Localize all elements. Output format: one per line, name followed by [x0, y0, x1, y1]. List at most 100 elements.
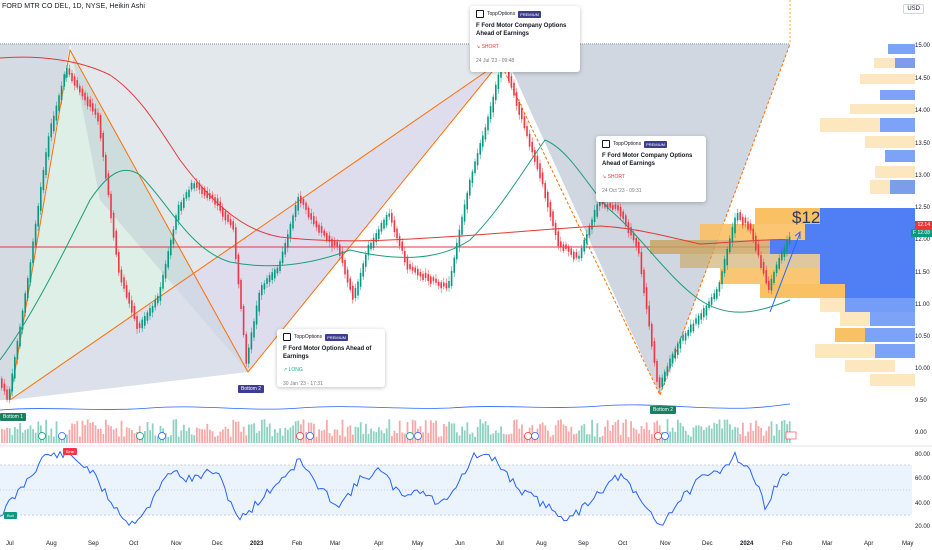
price-axis[interactable]: 15.00 14.50 14.00 13.50 13.00 12.50 12.0…	[915, 43, 931, 436]
volume-bar	[653, 422, 656, 443]
volume-bars	[1, 419, 791, 443]
prev-price-tag: F	[913, 230, 917, 236]
volume-bar	[263, 419, 266, 443]
dividend-marker	[306, 432, 314, 440]
volume-bar	[211, 431, 214, 443]
volume-bar	[362, 433, 365, 443]
volume-bar	[21, 432, 24, 443]
volume-bar	[196, 427, 198, 443]
volume-bar	[692, 427, 695, 443]
event-markers[interactable]	[38, 431, 797, 440]
volume-bar	[651, 434, 653, 443]
volume-bar	[476, 426, 479, 443]
volume-bar	[393, 430, 396, 443]
price-tick: 12.00	[915, 237, 931, 243]
time-tick: Aug	[46, 541, 57, 547]
volume-bar	[430, 420, 432, 443]
volume-bar	[125, 427, 128, 443]
volume-bar	[752, 430, 755, 443]
volume-bar	[11, 434, 14, 443]
earnings-marker	[524, 432, 532, 440]
volume-bar	[185, 431, 188, 443]
volume-bar	[549, 436, 552, 443]
volume-bar	[279, 428, 281, 443]
volume-bar	[666, 419, 669, 443]
volume-bar	[450, 423, 453, 443]
time-tick: Jul	[496, 541, 504, 547]
volume-bar	[573, 434, 575, 443]
volume-bar	[593, 436, 596, 443]
volume-bar	[172, 419, 175, 443]
volume-bar	[76, 421, 79, 443]
volume-bar	[24, 429, 27, 443]
volume-bar	[383, 433, 385, 443]
earnings-marker	[136, 432, 144, 440]
volume-bar	[508, 434, 510, 443]
volume-bar	[575, 433, 578, 443]
volume-bar	[372, 431, 375, 443]
volume-bar	[497, 432, 500, 443]
volume-bar	[749, 422, 752, 443]
volume-bar	[55, 421, 58, 443]
volume-bar	[539, 424, 541, 443]
volume-bar	[47, 435, 50, 443]
volume-bar	[248, 424, 250, 443]
volume-bar	[474, 436, 476, 443]
volume-bar	[167, 437, 170, 443]
volume-bar	[398, 420, 401, 443]
price-tick: 9.00	[915, 430, 927, 436]
dividend-marker	[661, 432, 669, 440]
volume-bar	[435, 420, 437, 443]
volume-bar	[253, 423, 255, 443]
volume-bar	[180, 430, 183, 443]
volume-bar	[505, 434, 508, 443]
volume-bar	[8, 428, 11, 443]
volume-bar	[232, 419, 235, 443]
rsi-tick: 60.00	[915, 476, 931, 482]
idea-author: ToppOptions	[294, 334, 323, 340]
time-tick: Apr	[374, 541, 384, 547]
rsi-tick: 40.00	[915, 501, 931, 507]
volume-bar	[45, 419, 47, 443]
trend-arrow-line	[769, 232, 801, 313]
volume-bar	[183, 424, 185, 443]
volume-bar	[385, 428, 388, 443]
price-tick: 12.50	[915, 205, 931, 211]
volume-bar	[768, 426, 770, 443]
volume-bar	[81, 420, 84, 443]
volume-bar	[466, 422, 469, 443]
volume-bar	[557, 420, 560, 443]
volume-bar	[518, 428, 521, 443]
currency-button[interactable]: USD	[903, 4, 924, 14]
volume-bar	[313, 423, 315, 443]
volume-bar	[227, 428, 229, 443]
volume-bar	[583, 424, 586, 443]
volume-bar	[492, 433, 495, 443]
volume-bar	[617, 419, 619, 443]
idea-card[interactable]: ToppOptions PREMIUM F Ford Motor Company …	[596, 136, 706, 202]
price-target-annotation[interactable]: $12	[792, 208, 821, 227]
volume-bar	[94, 425, 97, 443]
volume-bar	[669, 431, 671, 443]
volume-bar	[645, 422, 648, 443]
premium-badge: PREMIUM	[518, 10, 541, 18]
idea-title[interactable]: F Ford Motor Options Ahead of Earnings	[283, 346, 372, 360]
idea-card[interactable]: ToppOptions PREMIUM F Ford Motor Options …	[277, 329, 385, 387]
volume-bar	[318, 429, 320, 443]
volume-bar	[294, 421, 297, 443]
volume-bar	[443, 424, 445, 443]
volume-bar	[586, 434, 588, 443]
volume-bar	[599, 437, 601, 443]
idea-title[interactable]: F Ford Motor Company Options Ahead of Ea…	[476, 23, 567, 37]
time-tick: Feb	[292, 541, 303, 547]
volume-bar	[684, 430, 687, 443]
idea-card[interactable]: ToppOptions PREMIUM F Ford Motor Company …	[470, 6, 580, 72]
idea-title[interactable]: F Ford Motor Company Options Ahead of Ea…	[602, 153, 693, 167]
volume-bar	[648, 430, 651, 443]
volume-bar	[726, 419, 729, 443]
volume-bar	[201, 429, 203, 443]
volume-bar	[656, 420, 658, 443]
volume-bar	[440, 436, 443, 443]
volume-bar	[333, 429, 336, 443]
